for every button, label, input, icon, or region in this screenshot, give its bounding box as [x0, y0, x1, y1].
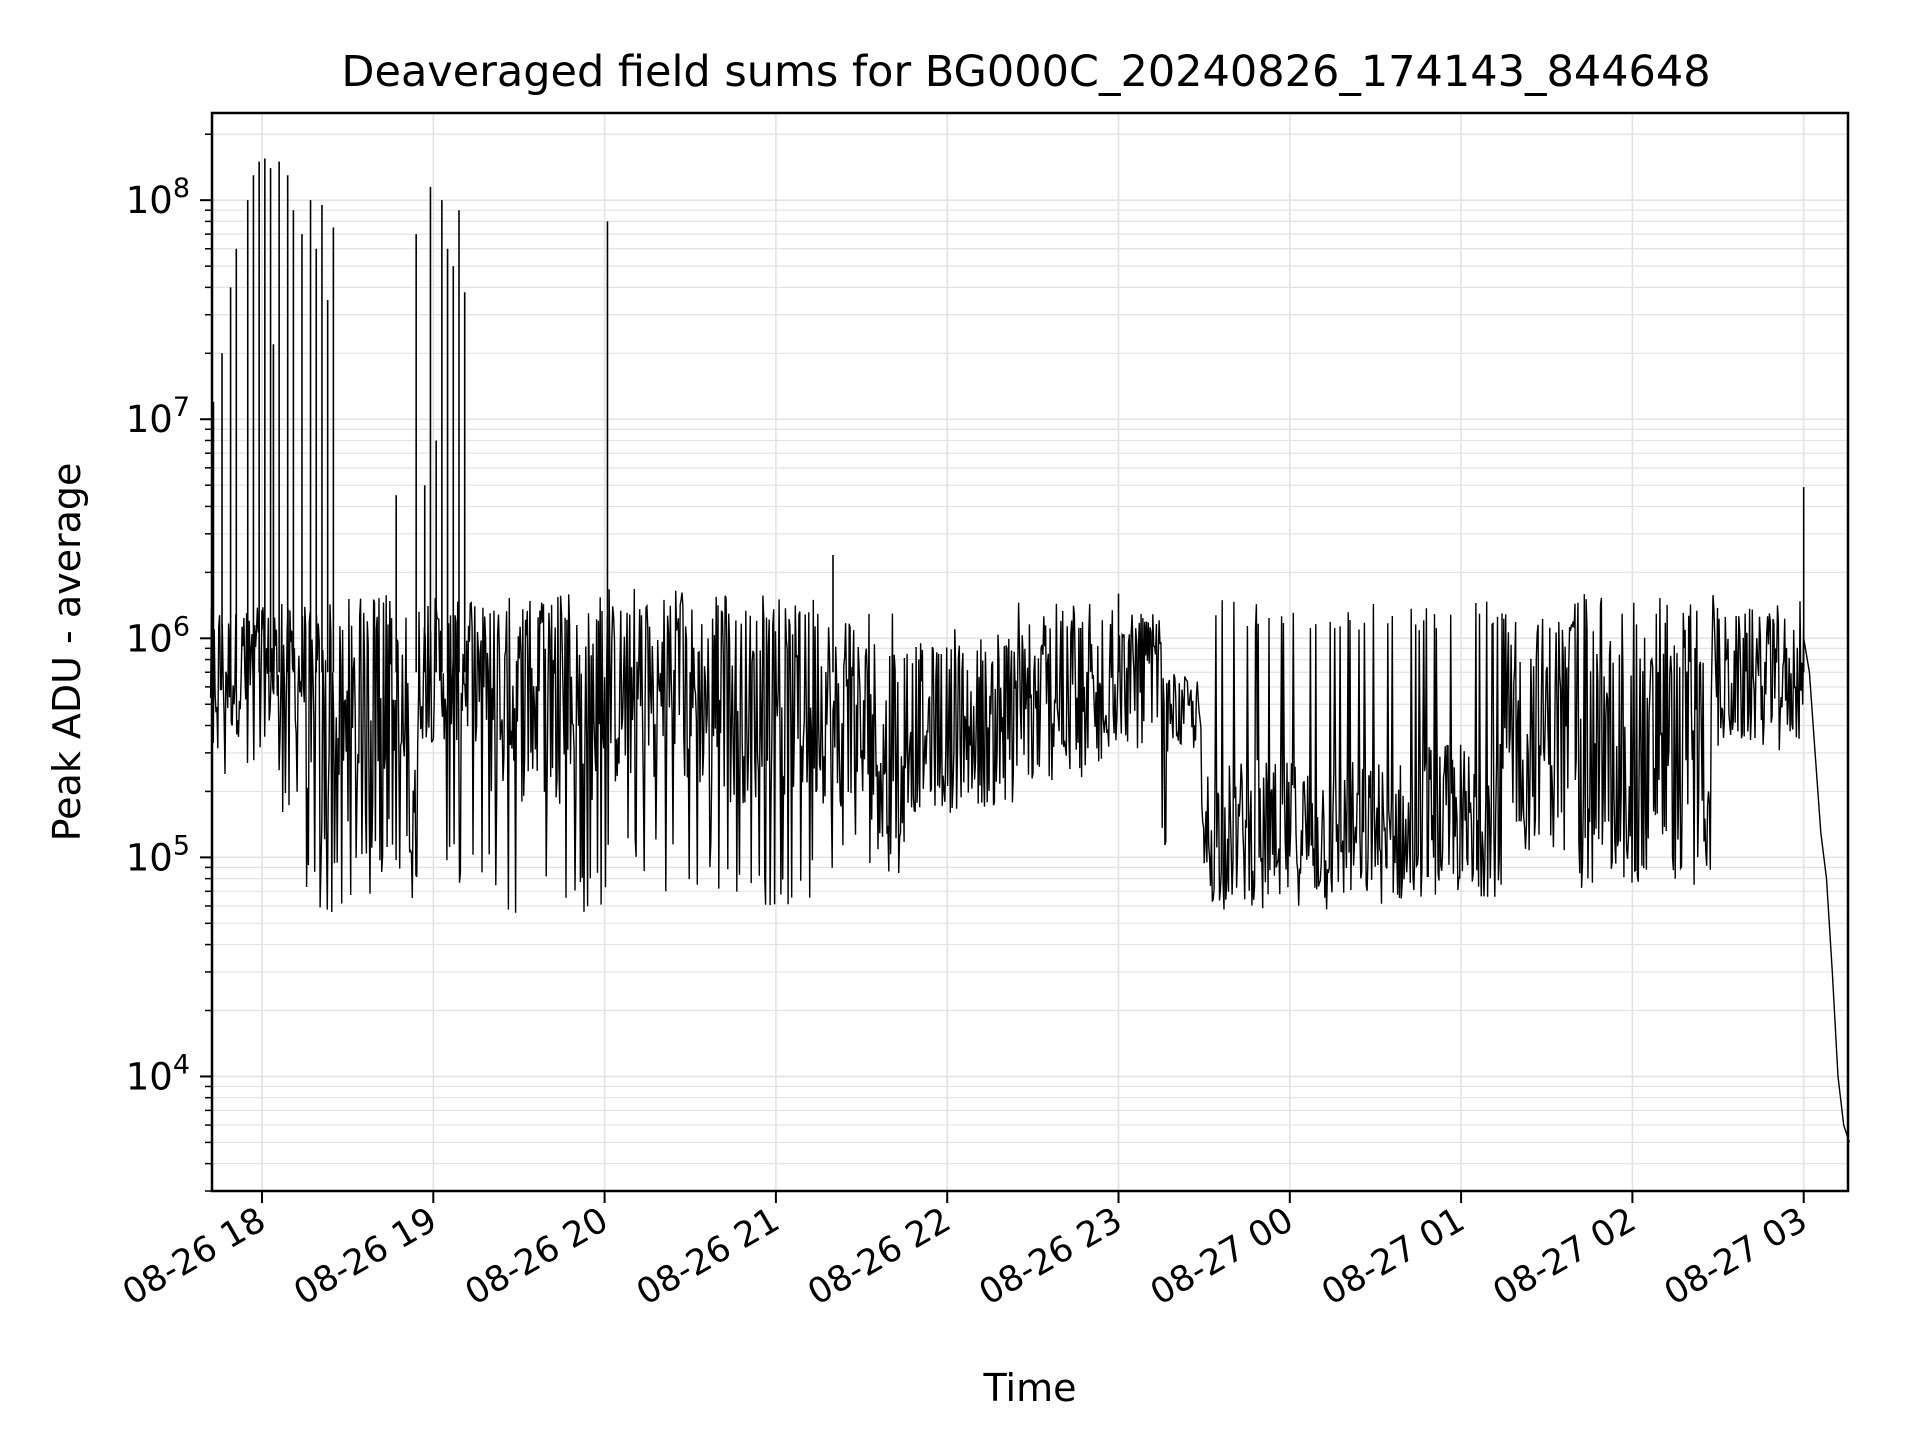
- y-tick-label: 106: [126, 611, 190, 660]
- y-axis-label: Peak ADU - average: [45, 463, 89, 842]
- x-axis-label: Time: [983, 1366, 1077, 1410]
- y-tick-label: 108: [126, 173, 190, 222]
- chart-title: Deaveraged field sums for BG000C_2024082…: [341, 47, 1710, 97]
- y-tick-label: 105: [126, 830, 190, 879]
- plot-frame: [210, 111, 1850, 1193]
- series-line: [209, 588, 1851, 1143]
- y-axis: 104 105 106 107 108: [126, 133, 212, 1192]
- data-layer: [209, 158, 1851, 1143]
- y-tick-label: 104: [126, 1049, 190, 1098]
- y-tick-label: 107: [126, 392, 190, 441]
